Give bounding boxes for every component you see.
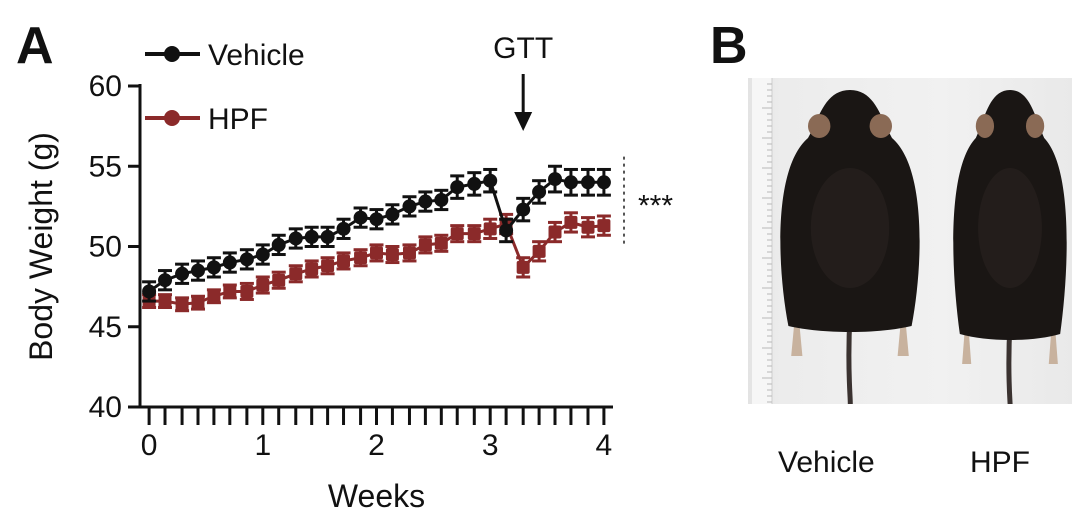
data-point <box>370 246 383 260</box>
data-point <box>548 172 563 187</box>
data-point <box>222 255 237 270</box>
data-point <box>304 229 319 244</box>
data-point <box>336 221 351 236</box>
mouse-vehicle <box>780 90 920 404</box>
data-point <box>206 260 221 275</box>
gtt-label: GTT <box>493 32 553 65</box>
data-point <box>581 220 595 234</box>
data-point <box>321 259 335 273</box>
data-point <box>516 202 531 217</box>
data-point <box>434 192 449 207</box>
y-tick-label: 60 <box>89 70 122 103</box>
data-point <box>305 262 319 276</box>
data-point <box>548 225 562 239</box>
data-point <box>385 248 399 262</box>
mouse-ear <box>869 114 892 138</box>
data-point <box>239 252 254 267</box>
data-point <box>418 238 432 252</box>
data-point <box>190 263 205 278</box>
data-point <box>207 289 221 303</box>
photo-ruler-ticks <box>762 83 772 403</box>
data-point <box>142 284 157 299</box>
mouse-photo-drawing <box>752 78 1067 404</box>
data-point <box>402 246 416 260</box>
body-weight-chart: 40 45 50 55 60 0 1 2 3 4 Weeks Body Weight (g) Vehic… <box>23 32 673 514</box>
data-point <box>385 207 400 222</box>
legend-label: HPF <box>208 103 268 136</box>
data-point <box>580 175 595 190</box>
data-point <box>532 244 546 258</box>
data-point <box>402 199 417 214</box>
data-point <box>353 210 368 225</box>
y-tick-label: 45 <box>89 311 122 344</box>
data-point <box>271 237 286 252</box>
data-point <box>175 266 190 281</box>
mouse-fur-sheen <box>810 168 890 288</box>
legend-label: Vehicle <box>208 39 305 72</box>
data-point <box>158 294 172 308</box>
y-axis-label: Body Weight (g) <box>23 132 59 361</box>
mouse-tail <box>846 315 853 404</box>
data-point <box>272 273 286 287</box>
mouse-tail <box>1006 323 1013 404</box>
data-point <box>320 229 335 244</box>
x-tick-label: 1 <box>254 429 271 462</box>
mouse-ear <box>975 114 995 138</box>
data-point <box>532 184 547 199</box>
data-point <box>467 176 482 191</box>
data-point <box>418 194 433 209</box>
data-point <box>596 175 611 190</box>
data-point <box>597 219 611 233</box>
data-point <box>256 278 270 292</box>
y-tick-label: 40 <box>89 391 122 424</box>
mouse-hpf <box>953 90 1067 404</box>
y-tick-label: 55 <box>89 150 122 183</box>
photo-label-hpf: HPF <box>970 446 1030 479</box>
mouse-fur-sheen <box>978 168 1042 288</box>
significance-label: *** <box>638 190 673 223</box>
mouse-ear <box>1025 114 1045 138</box>
data-point <box>175 297 189 311</box>
data-point <box>450 180 465 195</box>
mouse-photo <box>748 78 1072 404</box>
data-point <box>240 284 254 298</box>
data-point <box>483 222 497 236</box>
x-tick-label: 4 <box>596 429 613 462</box>
x-tick-label: 3 <box>482 429 499 462</box>
y-tick-label: 50 <box>89 231 122 264</box>
data-point <box>450 227 464 241</box>
x-tick-label: 0 <box>141 429 158 462</box>
data-point <box>223 284 237 298</box>
gtt-arrow-head <box>514 112 533 131</box>
photo-label-vehicle: Vehicle <box>778 446 875 479</box>
panel-letter-a: A <box>16 17 54 75</box>
data-point <box>255 247 270 262</box>
data-point <box>563 175 578 190</box>
panel-letter-b: B <box>710 17 748 75</box>
x-axis-label: Weeks <box>328 478 425 514</box>
data-point <box>434 236 448 250</box>
legend-marker <box>164 110 180 126</box>
photo-ruler <box>752 78 772 404</box>
data-point <box>191 296 205 310</box>
data-point <box>369 212 384 227</box>
data-point <box>337 254 351 268</box>
data-point <box>499 223 514 238</box>
x-tick-label: 2 <box>368 429 385 462</box>
legend-marker <box>164 46 180 62</box>
data-point <box>354 251 368 265</box>
data-point <box>564 215 578 229</box>
mouse-ear <box>808 114 831 138</box>
series-vehicle <box>142 164 611 303</box>
data-point <box>288 231 303 246</box>
data-point <box>158 273 173 288</box>
data-point <box>516 260 530 274</box>
data-point <box>483 173 498 188</box>
data-point <box>289 267 303 281</box>
data-point <box>467 227 481 241</box>
